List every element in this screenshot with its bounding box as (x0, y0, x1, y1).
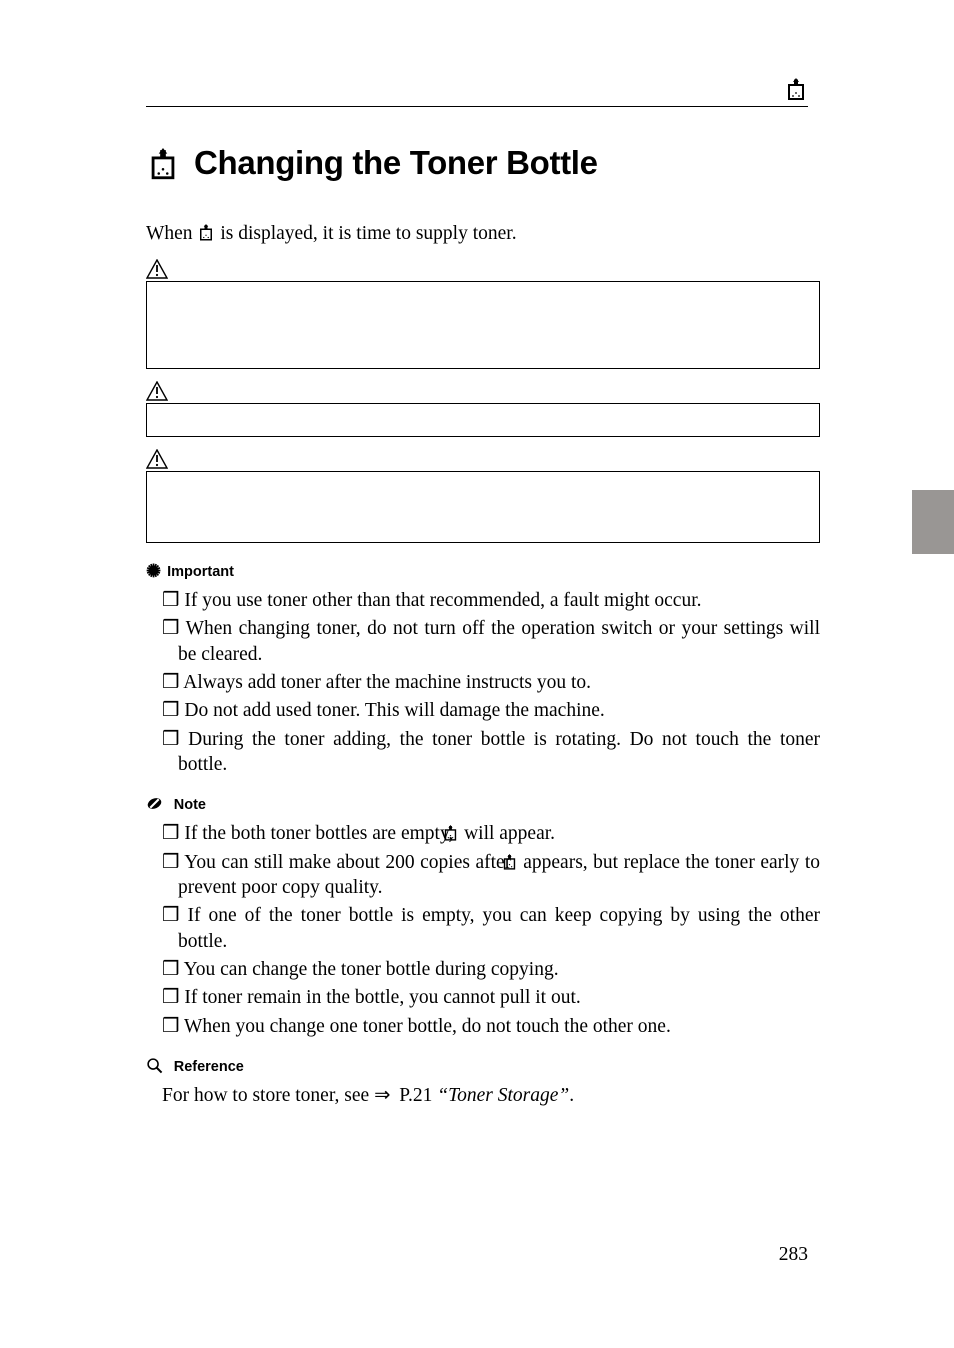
warning-icon (146, 259, 820, 279)
list-item: During the toner adding, the toner bottl… (146, 727, 820, 778)
gear-icon: ✺ (146, 561, 161, 581)
note-heading: Note (146, 795, 820, 815)
side-thumb-tab (912, 490, 954, 554)
list-item: If you use toner other than that recomme… (146, 588, 820, 613)
note-item-pre: You can still make about 200 copies afte… (184, 852, 516, 873)
toner-icon (146, 150, 188, 183)
reference-period: . (569, 1085, 574, 1106)
note-item-post: will appear. (459, 823, 555, 844)
list-item: If toner remain in the bottle, you canno… (146, 985, 820, 1010)
page: Changing the Toner Bottle When is displa… (0, 0, 954, 1348)
list-item: If one of the toner bottle is empty, you… (146, 903, 820, 954)
note-list: If the both toner bottles are empty, wil… (146, 821, 820, 1039)
caution-box-2 (146, 471, 820, 543)
list-item: When changing toner, do not turn off the… (146, 616, 820, 667)
list-item: When you change one toner bottle, do not… (146, 1014, 820, 1039)
running-head-icon (784, 78, 808, 108)
reference-heading: Reference (146, 1057, 820, 1077)
important-label: Important (167, 564, 234, 580)
page-number: 283 (779, 1244, 808, 1266)
page-ref: P.21 (399, 1085, 432, 1106)
list-item: Always add toner after the machine instr… (146, 670, 820, 695)
title-text: Changing the Toner Bottle (194, 144, 598, 181)
reference-text: For how to store toner, see (162, 1085, 374, 1106)
important-list: If you use toner other than that recomme… (146, 588, 820, 777)
list-item: If the both toner bottles are empty, wil… (146, 821, 820, 846)
caution-icon (146, 381, 820, 401)
list-item: Do not add used toner. This will damage … (146, 698, 820, 723)
intro-after: is displayed, it is time to supply toner… (215, 223, 516, 244)
reference-label: Reference (174, 1059, 244, 1075)
note-label: Note (174, 797, 206, 813)
magnifier-icon (146, 1057, 168, 1076)
caution-icon (146, 449, 820, 469)
pencil-icon (146, 795, 168, 814)
note-item-pre: If the both toner bottles are empty, (184, 823, 458, 844)
caution-box-1 (146, 403, 820, 437)
header-rule (146, 106, 808, 107)
toner-icon (784, 78, 808, 108)
reference-quote: “Toner Storage” (437, 1085, 569, 1106)
intro-paragraph: When is displayed, it is time to supply … (146, 222, 820, 245)
pointer-icon: ⇒ (374, 1085, 390, 1106)
list-item: You can change the toner bottle during c… (146, 957, 820, 982)
toner-icon (197, 222, 215, 245)
intro-before: When (146, 223, 197, 244)
content-area: Changing the Toner Bottle When is displa… (146, 144, 820, 1109)
important-heading: ✺ Important (146, 561, 820, 582)
page-title: Changing the Toner Bottle (146, 144, 820, 184)
list-item: You can still make about 200 copies afte… (146, 850, 820, 901)
warning-box-1 (146, 281, 820, 369)
reference-item: For how to store toner, see ⇒ P.21 “Tone… (146, 1083, 820, 1108)
